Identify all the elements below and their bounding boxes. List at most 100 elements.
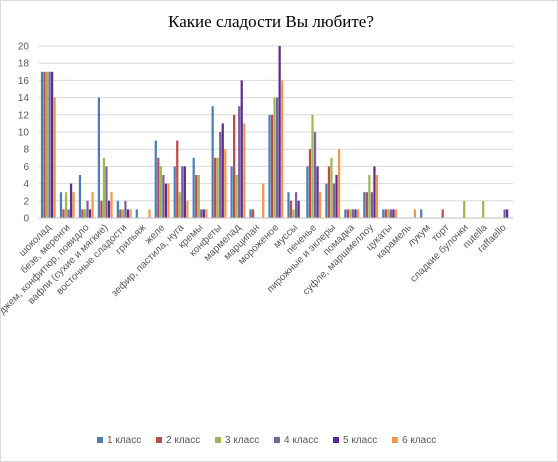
bar <box>240 80 243 219</box>
bar <box>178 192 181 218</box>
bar <box>214 157 217 218</box>
bar <box>135 209 138 218</box>
bar <box>463 200 466 218</box>
bar <box>67 209 70 218</box>
bar <box>102 157 106 218</box>
legend-entry: 1 класс <box>107 435 141 446</box>
bar <box>173 166 176 218</box>
legend-entry: 3 класс <box>225 435 259 446</box>
bar <box>62 209 65 218</box>
bar <box>318 192 322 218</box>
bar <box>221 123 224 218</box>
bar <box>224 149 227 218</box>
bar <box>365 192 368 218</box>
y-tick-label: 8 <box>23 145 29 156</box>
bar <box>116 200 119 218</box>
bar <box>325 183 328 218</box>
bar <box>370 192 374 218</box>
bar <box>121 209 125 218</box>
y-tick-label: 14 <box>18 93 30 104</box>
y-tick-label: 18 <box>18 59 30 70</box>
bar <box>354 209 357 218</box>
bar <box>306 166 309 218</box>
bar <box>202 209 205 218</box>
bar <box>313 132 317 218</box>
legend-entry: 6 класс <box>402 435 436 446</box>
bar <box>43 71 46 218</box>
bar <box>292 209 295 218</box>
bar <box>164 183 167 218</box>
bar <box>205 209 208 218</box>
bar <box>289 200 293 218</box>
legend: 1 класс 2 класс 3 класс 4 класс 5 класс 6 кла… <box>97 435 436 446</box>
bar <box>332 183 336 218</box>
legend-swatch <box>392 437 398 443</box>
legend-swatch <box>97 437 103 443</box>
bar <box>368 175 371 218</box>
bar <box>311 114 314 218</box>
bar <box>262 183 265 218</box>
bar <box>346 209 350 218</box>
bar <box>126 209 130 218</box>
bar <box>392 209 395 218</box>
bar <box>349 209 352 218</box>
legend-swatch <box>215 437 221 443</box>
bar <box>197 175 200 218</box>
legend-entry: 5 класс <box>343 435 377 446</box>
bar <box>384 209 387 218</box>
bar <box>351 209 355 218</box>
bar <box>59 192 63 218</box>
bar <box>389 209 392 218</box>
bar <box>216 157 219 218</box>
bar <box>356 209 360 218</box>
bar <box>270 114 274 218</box>
bar <box>235 175 238 218</box>
bar <box>167 183 170 218</box>
bar <box>219 132 222 218</box>
bar <box>91 192 94 218</box>
bar <box>107 200 111 218</box>
legend-entry: 2 класс <box>166 435 200 446</box>
legend-swatch <box>274 437 280 443</box>
bar <box>159 166 162 218</box>
bar <box>200 209 203 218</box>
bar <box>278 46 281 218</box>
bar <box>363 192 366 218</box>
y-tick-label: 12 <box>18 110 30 121</box>
bar <box>233 114 236 218</box>
bar <box>420 209 423 218</box>
bar <box>337 149 341 218</box>
bar <box>100 200 103 218</box>
y-tick-label: 20 <box>18 42 30 53</box>
legend-entry: 4 класс <box>284 435 318 446</box>
chart-title: Какие сладости Вы любите? <box>168 12 374 31</box>
bar <box>195 175 198 218</box>
bar <box>238 106 241 218</box>
bar <box>375 175 379 218</box>
bar <box>308 149 312 218</box>
bar <box>97 97 101 218</box>
bar <box>251 209 255 218</box>
bar <box>394 209 398 218</box>
bar <box>344 209 347 218</box>
bar <box>249 209 252 218</box>
bar <box>330 157 333 218</box>
bar <box>181 166 184 218</box>
bar <box>316 166 319 218</box>
bar <box>268 114 271 218</box>
bars <box>40 46 509 219</box>
bar <box>40 71 44 218</box>
bar <box>192 157 195 218</box>
bar <box>287 192 290 218</box>
bar <box>64 192 68 218</box>
bar <box>78 175 82 218</box>
bar <box>327 166 331 218</box>
bar <box>373 166 376 218</box>
bar <box>148 209 151 218</box>
bar <box>503 209 506 218</box>
bar <box>441 209 444 218</box>
bar <box>243 123 246 218</box>
bar <box>129 209 132 218</box>
y-tick-label: 10 <box>18 128 30 139</box>
